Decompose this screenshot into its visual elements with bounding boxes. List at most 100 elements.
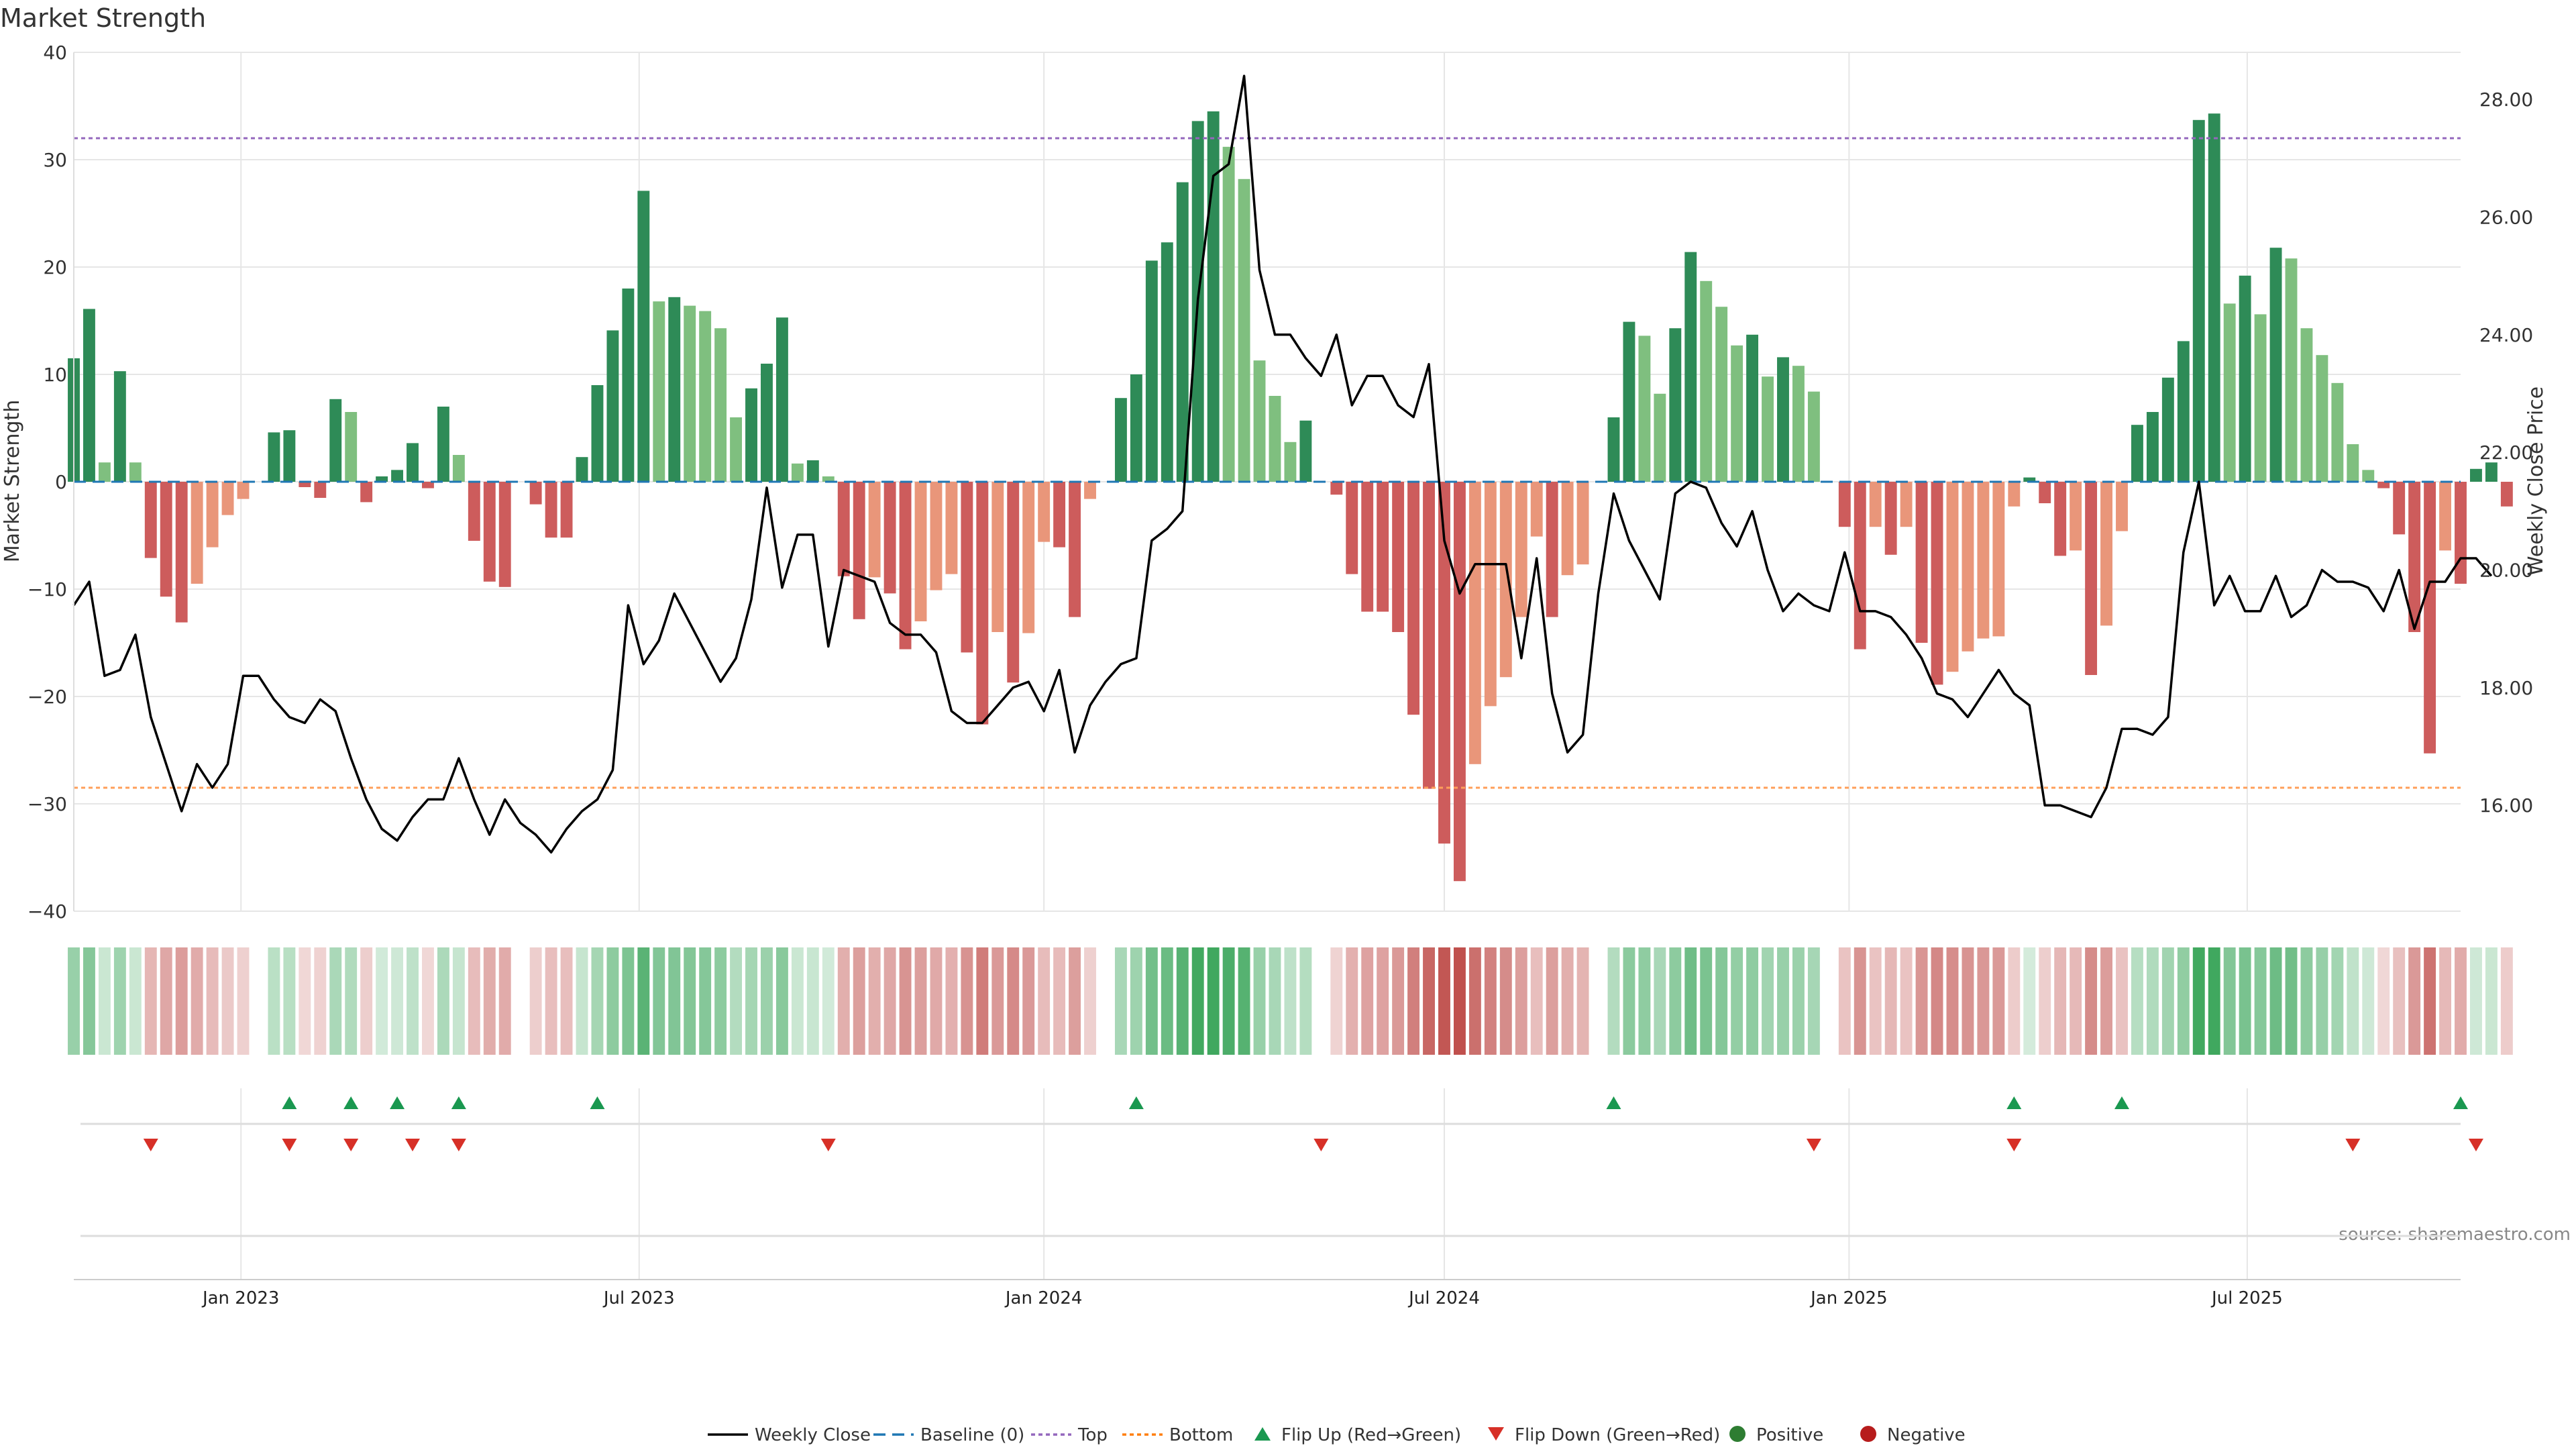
strength-bar (853, 482, 865, 619)
strength-bar (899, 482, 912, 650)
strength-bar (684, 305, 696, 482)
strength-bar (98, 462, 111, 482)
heat-cell (1330, 947, 1343, 1055)
strength-bar (930, 482, 943, 590)
heat-cell (1161, 947, 1173, 1055)
heat-cell (2131, 947, 2143, 1055)
heat-cell (2023, 947, 2036, 1055)
y-tick-label-right: 20.00 (2479, 560, 2533, 582)
strength-bar (2100, 482, 2112, 626)
heat-cell (1530, 947, 1543, 1055)
strength-bar (2254, 314, 2267, 482)
strength-bar (1654, 393, 1666, 482)
strength-bar (2316, 355, 2328, 482)
strength-bar (714, 328, 727, 482)
strength-bar (1762, 376, 1774, 482)
heat-cell (376, 947, 388, 1055)
strength-bar (237, 482, 250, 499)
heat-cell (2054, 947, 2067, 1055)
y-tick-label-left: 40 (43, 42, 67, 64)
y-tick-label-right: 28.00 (2479, 89, 2533, 111)
legend-item: Bottom (1122, 1425, 1233, 1445)
strength-bar (1069, 482, 1081, 617)
legend-item: Flip Down (Green→Red) (1488, 1425, 1720, 1445)
heat-cell (391, 947, 404, 1055)
strength-bar (699, 311, 712, 482)
heat-cell (1762, 947, 1774, 1055)
heat-cell (175, 947, 188, 1055)
heat-cell (1792, 947, 1805, 1055)
flip-up-marker (2114, 1096, 2129, 1109)
grid-layer (74, 52, 2461, 1280)
strength-bar (1669, 328, 1682, 482)
strength-bar (1854, 482, 1866, 650)
strength-bar (452, 455, 465, 482)
legend-swatch (1860, 1426, 1876, 1442)
heat-cell (653, 947, 665, 1055)
strength-bar (2269, 248, 2282, 482)
strength-bar (1468, 482, 1481, 764)
heat-cell (437, 947, 449, 1055)
strength-bar (991, 482, 1004, 632)
strength-bar (160, 482, 172, 597)
heat-cell (822, 947, 835, 1055)
legend-label: Baseline (0) (920, 1425, 1024, 1445)
strength-bar (2070, 482, 2082, 551)
heat-cell (1746, 947, 1759, 1055)
heat-cell (868, 947, 881, 1055)
strength-bar (498, 482, 511, 587)
strength-bar (422, 482, 434, 488)
heat-cell (1576, 947, 1589, 1055)
heat-cell (1915, 947, 1928, 1055)
strength-bar (2393, 482, 2406, 535)
strength-bar (1222, 146, 1235, 482)
strength-bar (2455, 482, 2467, 584)
flip-up-marker (2453, 1096, 2468, 1109)
strength-bar (468, 482, 480, 541)
heat-cell (775, 947, 788, 1055)
strength-bar (1330, 482, 1343, 495)
heat-cell (806, 947, 819, 1055)
y-tick-label-left: 10 (43, 364, 67, 386)
heat-cell (1654, 947, 1666, 1055)
strength-bar (1746, 334, 1759, 482)
heat-cell (622, 947, 635, 1055)
heat-cell (1884, 947, 1897, 1055)
strength-bar (822, 476, 835, 482)
strength-bar (730, 417, 743, 482)
x-tick-label: Jul 2023 (602, 1288, 675, 1308)
strength-bar (806, 460, 819, 482)
strength-bar (268, 432, 280, 482)
heat-cell (1854, 947, 1866, 1055)
strength-bar (637, 191, 650, 482)
x-tick-label: Jan 2023 (201, 1288, 280, 1308)
heat-cell (144, 947, 157, 1055)
heat-cell (1607, 947, 1620, 1055)
strength-bar (791, 463, 804, 482)
strength-bar (2439, 482, 2451, 551)
strength-bar (2192, 119, 2205, 482)
heat-cell (1700, 947, 1713, 1055)
legend-item: Top (1031, 1425, 1108, 1445)
heat-cell (407, 947, 419, 1055)
heat-cell (1130, 947, 1142, 1055)
strength-bar (2331, 382, 2344, 482)
x-tick-label: Jul 2024 (1407, 1288, 1480, 1308)
heat-cell (1145, 947, 1158, 1055)
strength-bar (299, 482, 311, 487)
weekly-close-line (72, 74, 2493, 854)
flip-down-marker (2006, 1139, 2022, 1151)
heat-cell (2146, 947, 2159, 1055)
y-tick-label-right: 22.00 (2479, 442, 2533, 464)
heat-cell (2039, 947, 2051, 1055)
strength-bar (314, 482, 327, 498)
heat-cell (1977, 947, 1990, 1055)
strength-bar (668, 297, 681, 482)
heat-cell (961, 947, 973, 1055)
strength-bar (653, 301, 665, 482)
flip-down-marker (2345, 1139, 2361, 1151)
strength-bar (1299, 420, 1312, 482)
strength-bar (376, 476, 388, 482)
